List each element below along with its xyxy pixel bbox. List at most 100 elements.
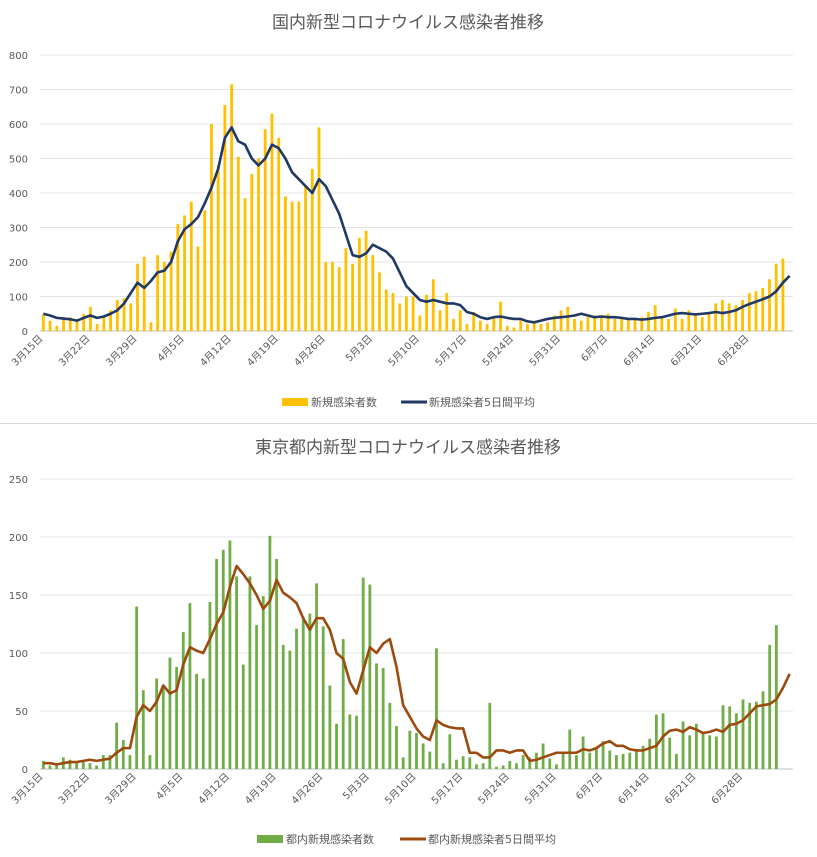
bar — [95, 324, 99, 331]
bar — [368, 584, 372, 769]
x-tick-label: 3月29日 — [103, 771, 139, 807]
y-tick-label: 100 — [9, 293, 28, 304]
y-tick-label: 100 — [9, 649, 28, 660]
bar — [176, 224, 180, 331]
x-axis: 3月15日 3月22日 3月29日 4月5日 4月12日 4月19日 4月26日 5月3日 5月… — [9, 333, 751, 369]
legend-label-line: 新規感染者5日間平均 — [429, 395, 535, 409]
bar — [75, 318, 79, 331]
bar — [68, 317, 72, 331]
bar — [401, 757, 405, 769]
bar — [485, 324, 489, 331]
bar — [734, 305, 738, 332]
bar — [263, 129, 267, 331]
x-tick-label: 5月3日 — [343, 333, 375, 365]
x-tick-label: 5月10日 — [386, 333, 422, 369]
bar — [714, 736, 718, 769]
x-tick-label: 4月12日 — [196, 771, 232, 807]
bar — [101, 755, 105, 769]
bar — [599, 317, 603, 331]
line-series — [43, 126, 791, 324]
bar — [445, 293, 449, 331]
x-tick-label: 6月21日 — [668, 333, 704, 369]
bar — [215, 559, 218, 769]
bar — [528, 757, 532, 769]
bar — [648, 738, 652, 769]
chart-divider — [0, 423, 817, 424]
bar — [328, 685, 332, 769]
bar — [48, 765, 52, 769]
bar — [288, 650, 292, 769]
bar — [741, 299, 744, 331]
y-tick-label: 200 — [9, 533, 28, 544]
bar — [441, 763, 445, 769]
bar — [654, 714, 658, 769]
bar — [586, 317, 590, 331]
bar — [465, 324, 469, 331]
legend-label-line: 都内新規感染者5日間平均 — [428, 832, 556, 846]
bar — [761, 691, 765, 769]
bar — [546, 322, 550, 332]
bar — [687, 310, 691, 331]
x-tick-label: 4月19日 — [243, 771, 279, 807]
bar — [255, 625, 258, 769]
bar — [620, 317, 623, 331]
bar — [492, 317, 496, 331]
y-tick-label: 800 — [9, 51, 28, 62]
bar — [188, 603, 192, 769]
bar — [455, 759, 458, 769]
chart-title: 東京都内新型コロナウイルス感染者推移 — [255, 438, 561, 458]
legend-swatch-bar — [257, 835, 283, 843]
chart-national: 国内新型コロナウイルス感染者推移 0 100 200 300 400 500 600 700 8… — [9, 13, 793, 409]
y-tick-label: 600 — [9, 120, 28, 131]
bar — [566, 306, 570, 331]
bar — [304, 186, 307, 331]
grid-lines — [40, 54, 793, 332]
bar — [109, 310, 112, 331]
bar — [250, 174, 254, 331]
bar — [774, 263, 778, 331]
bar — [555, 764, 558, 769]
bar — [521, 755, 525, 769]
bar — [647, 312, 650, 331]
legend-swatch-bar — [282, 398, 308, 406]
bar — [633, 318, 637, 331]
bar — [41, 314, 45, 331]
bar — [315, 583, 318, 769]
x-tick-label: 6月14日 — [616, 771, 652, 807]
bar — [714, 303, 718, 331]
y-tick-label: 300 — [9, 224, 28, 235]
bar — [128, 755, 132, 769]
bar — [181, 632, 185, 769]
bar — [694, 723, 698, 769]
bar — [508, 760, 512, 769]
bar — [539, 324, 543, 331]
bar — [331, 262, 334, 331]
bar — [595, 748, 598, 769]
bar — [121, 740, 125, 769]
y-tick-label: 500 — [9, 155, 28, 166]
bar — [210, 124, 213, 331]
bar — [290, 201, 294, 332]
bar — [438, 310, 442, 331]
bar — [635, 751, 638, 769]
bar — [673, 308, 677, 331]
x-tick-label: 3月15日 — [9, 333, 45, 369]
bar — [375, 663, 378, 769]
y-tick-label: 50 — [15, 707, 28, 718]
bar — [223, 105, 227, 331]
y-tick-label: 150 — [9, 591, 28, 602]
bar — [425, 294, 428, 331]
bar — [421, 743, 425, 769]
bar — [398, 303, 402, 331]
bar — [335, 723, 338, 769]
bar — [435, 648, 438, 769]
x-tick-label: 4月26日 — [289, 771, 325, 807]
bar — [768, 644, 772, 769]
bar — [48, 320, 52, 331]
bar — [102, 317, 106, 331]
bar — [81, 760, 85, 769]
x-tick-label: 5月17日 — [433, 333, 469, 369]
bar — [261, 596, 265, 769]
bar — [475, 764, 478, 769]
bar — [575, 755, 578, 769]
